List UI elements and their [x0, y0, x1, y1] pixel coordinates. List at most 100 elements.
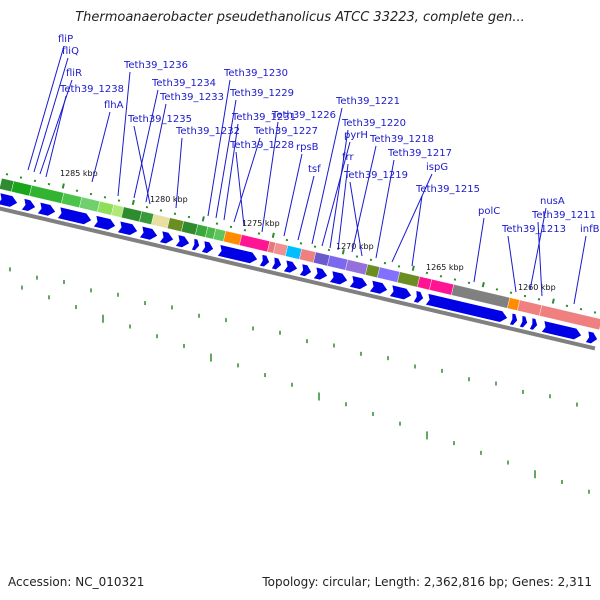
gene-label: Teth39_1232 [175, 126, 240, 137]
feature-block [517, 299, 543, 317]
kbp-label: 1275 kbp [242, 219, 280, 228]
cds-arrow [0, 193, 18, 207]
gene-label: Teth39_1220 [341, 118, 406, 129]
cds-arrow [283, 260, 298, 273]
gene-label: Teth39_1217 [387, 148, 452, 159]
leader-line [411, 195, 423, 267]
gene-label: tsf [308, 164, 321, 175]
gene-label: Teth39_1229 [229, 88, 294, 99]
feature-block [79, 196, 101, 213]
leader-line [223, 123, 239, 221]
gene-label: flhA [104, 100, 124, 111]
gene-label: Teth39_1231 [231, 112, 296, 123]
outer-tick [551, 298, 555, 304]
cds-arrow [37, 202, 56, 216]
leader-line [233, 137, 261, 223]
cds-arrow [159, 231, 174, 244]
feature-block [97, 201, 115, 216]
feature-block [181, 220, 199, 236]
gene-label: infB [580, 224, 600, 235]
cds-arrow [529, 318, 538, 330]
feature-block [61, 192, 83, 208]
gene-label: Teth39_1218 [369, 134, 434, 145]
leader-line [33, 57, 69, 173]
cds-arrow [259, 254, 270, 267]
cds-arrow [519, 315, 528, 328]
leader-line [117, 71, 131, 197]
feature-block [167, 217, 185, 232]
cds-arrow [201, 241, 214, 254]
gene-label: frr [342, 152, 354, 163]
gene-label: Teth39_1233 [159, 92, 224, 103]
leader-line [337, 163, 349, 251]
outer-tick [201, 216, 205, 222]
feature-block [239, 234, 271, 253]
cds-arrow [217, 244, 258, 264]
cds-arrow [21, 198, 36, 212]
leader-line [351, 145, 377, 253]
backbone-ring [0, 206, 596, 351]
leader-line [349, 181, 363, 257]
feature-block [377, 266, 401, 283]
feature-block [429, 279, 455, 296]
gene-label: Teth39_1211 [531, 210, 596, 221]
cds-arrow [389, 285, 412, 300]
leader-line [27, 45, 65, 171]
cds-arrow [271, 257, 282, 270]
accession-text: Accession: NC_010321 [8, 575, 145, 589]
leader-line [133, 89, 159, 199]
feature-block [11, 180, 33, 197]
kbp-label: 1260 kbp [518, 283, 556, 292]
gene-label: Teth39_1238 [59, 84, 124, 95]
cds-arrow [349, 276, 368, 290]
feature-block [223, 230, 243, 246]
gene-label: nusA [540, 196, 565, 207]
cds-arrow [299, 264, 312, 277]
kbp-label: 1270 kbp [336, 242, 374, 251]
leader-line [391, 173, 433, 263]
cds-arrow [541, 321, 582, 340]
gene-label: Teth39_1219 [343, 170, 408, 181]
outer-tick [341, 249, 345, 255]
outer-tick [271, 232, 275, 238]
gene-label: Teth39_1228 [229, 140, 294, 151]
leader-line [473, 217, 485, 283]
leader-line [537, 221, 543, 297]
cds-arrow [175, 235, 190, 248]
cds-arrow [57, 207, 92, 225]
gene-label: Teth39_1235 [127, 114, 192, 125]
feature-block [539, 304, 600, 331]
gene-label: Teth39_1213 [501, 224, 566, 235]
kbp-label: 1285 kbp [60, 169, 98, 178]
leader-line [529, 207, 547, 291]
leader-line [145, 103, 167, 203]
gene-label: Teth39_1221 [335, 96, 400, 107]
leader-line [39, 79, 73, 175]
gene-label: Teth39_1227 [253, 126, 318, 137]
leader-line [235, 151, 245, 227]
gene-label: rpsB [296, 142, 319, 153]
outer-tick [131, 199, 135, 206]
leader-line [321, 141, 351, 247]
kbp-label: 1265 kbp [426, 263, 464, 272]
gene-label: Teth39_1215 [415, 184, 480, 195]
cds-arrow [425, 293, 508, 322]
gene-label: fliP [58, 34, 73, 45]
leader-line [91, 111, 111, 183]
leader-line [207, 79, 231, 217]
feature-block [345, 259, 369, 276]
leader-line [329, 129, 349, 249]
map-title: Thermoanaerobacter pseudethanolicus ATCC… [75, 10, 525, 25]
gene-label: Teth39_1236 [123, 60, 188, 71]
leader-line [297, 175, 315, 241]
feature-block [397, 271, 421, 288]
gene-label: fliR [66, 68, 82, 79]
outer-tick [481, 282, 485, 288]
gene-label: Teth39_1226 [271, 110, 336, 121]
gene-label: Teth39_1234 [151, 78, 216, 89]
cds-arrow [413, 291, 424, 303]
kbp-label: 1280 kbp [150, 195, 188, 204]
cds-arrow [191, 238, 200, 251]
cds-arrow [93, 215, 116, 230]
